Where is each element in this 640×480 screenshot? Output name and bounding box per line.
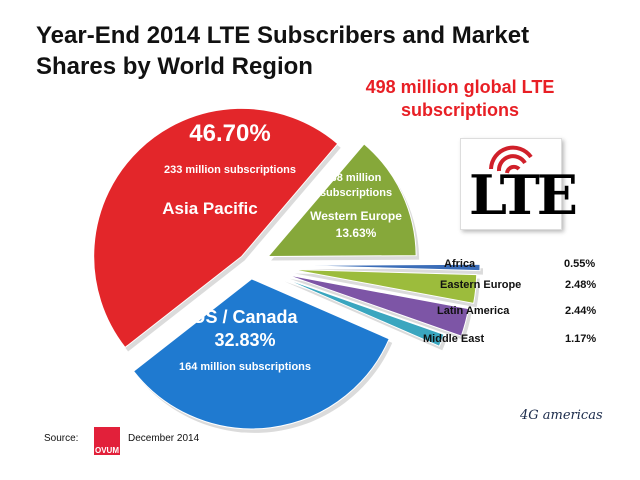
pie-slice-western-europe	[267, 143, 417, 258]
chart-subtitle: 498 million global LTE subscriptions	[365, 77, 555, 120]
africa-percent: 0.55%	[564, 258, 596, 270]
eastern-europe-percent: 2.48%	[565, 279, 597, 291]
eastern-europe-name: Eastern Europe	[440, 279, 522, 291]
western-europe-percent: 13.63%	[335, 226, 377, 240]
pie-slice-us-canada	[132, 278, 390, 430]
us-canada-name: US / Canada	[192, 307, 298, 327]
pie-slice-asia-pacific	[93, 107, 339, 349]
asia-pacific-percent: 46.70%	[189, 120, 271, 147]
signal-arcs-icon	[489, 145, 533, 174]
pie-slice-latin-america	[286, 274, 470, 337]
source-date: December 2014	[128, 433, 200, 444]
lte-logo: LTE	[460, 138, 578, 230]
chart-title: Year-End 2014 LTE Subscribers and Market…	[36, 22, 530, 80]
slice-shadow	[289, 278, 472, 341]
latin-america-name: Latin America	[437, 305, 510, 317]
pie-slice-eastern-europe	[291, 268, 478, 304]
4g-americas-logo: 4G americas	[520, 408, 603, 423]
source-label: Source:	[44, 433, 79, 444]
asia-pacific-name: Asia Pacific	[162, 199, 258, 218]
pie-slice-africa	[294, 263, 481, 272]
africa-name: Africa	[444, 258, 476, 270]
lte-logo-text: LTE	[469, 163, 578, 227]
pie-slice-middle-east	[281, 276, 445, 347]
ovum-logo: OVUM	[94, 427, 120, 455]
us-canada-detail: 164 million subscriptions	[178, 361, 312, 373]
asia-pacific-detail: 233 million subscriptions	[163, 164, 297, 176]
us-canada-percent: 32.83%	[214, 330, 276, 350]
middle-east-percent: 1.17%	[565, 333, 597, 345]
middle-east-name: Middle East	[423, 333, 485, 345]
western-europe-name: Western Europe	[310, 209, 402, 223]
latin-america-percent: 2.44%	[565, 305, 597, 317]
slice-shadow	[284, 281, 447, 351]
western-europe-detail: 68 million subscriptions	[319, 172, 393, 199]
